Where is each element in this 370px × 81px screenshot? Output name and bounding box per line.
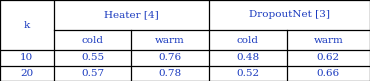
Text: 10: 10 (20, 53, 33, 62)
Text: 0.76: 0.76 (159, 53, 182, 62)
Text: warm: warm (155, 36, 185, 45)
Text: 0.66: 0.66 (317, 69, 340, 78)
Text: 0.52: 0.52 (236, 69, 259, 78)
Text: cold: cold (81, 36, 104, 45)
Text: cold: cold (237, 36, 259, 45)
Text: 0.57: 0.57 (81, 69, 104, 78)
Text: Heater [4]: Heater [4] (104, 10, 159, 20)
Text: DropoutNet [3]: DropoutNet [3] (249, 10, 330, 20)
Text: warm: warm (313, 36, 343, 45)
Text: 20: 20 (20, 69, 33, 78)
Text: 0.78: 0.78 (159, 69, 182, 78)
Text: k: k (24, 21, 30, 30)
Text: 0.62: 0.62 (317, 53, 340, 62)
Text: 0.55: 0.55 (81, 53, 104, 62)
Text: 0.48: 0.48 (236, 53, 259, 62)
